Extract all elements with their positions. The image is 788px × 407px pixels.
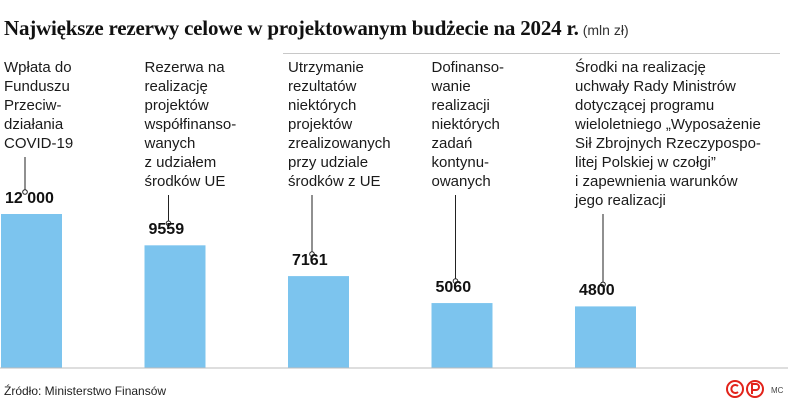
category-label-line: i zapewnienia warunków	[575, 173, 738, 190]
category-label-line: kontynu-	[431, 154, 490, 171]
leader-dot-3	[452, 278, 459, 284]
category-label-line: współfinanso-	[144, 116, 237, 133]
category-label-line: realizacji	[431, 97, 490, 114]
category-label-0: Wpłata do Funduszu Przeciw-działania COVID-…	[4, 58, 73, 153]
category-label-line: COVID-19	[4, 135, 74, 152]
unit-label: (mln zł)	[582, 22, 629, 38]
value-label-2: 7161	[292, 252, 328, 270]
leader-dot-1	[165, 220, 172, 227]
category-label-line: Utrzymanie	[288, 59, 364, 76]
category-label-line: z udziałem	[144, 154, 217, 171]
leader-lines-group	[22, 157, 606, 288]
category-label-line: wieloletniego „Wyposażenie	[575, 116, 761, 133]
category-label-line: Rezerwa na	[144, 59, 225, 76]
category-label-line: Funduszu	[4, 78, 70, 95]
bars-group	[1, 214, 636, 368]
chart-title: Największe rezerwy celowe w projektowany…	[4, 16, 629, 41]
category-label-line: jego realizacji	[575, 192, 666, 209]
chart-title-text: Największe rezerwy celowe w projektowany…	[4, 16, 579, 40]
category-label-line: Wpłata do	[4, 59, 72, 76]
category-label-line: realizację	[144, 78, 208, 95]
value-label-1: 9559	[148, 221, 185, 239]
value-label-0: 12 000	[5, 190, 54, 207]
category-label-line: Sił Zbrojnych Rzeczypospo-	[575, 135, 761, 152]
bar-2	[288, 276, 349, 368]
leader-dot-0	[22, 189, 28, 195]
category-label-line: Dofinanso-	[431, 59, 505, 76]
category-label-4: Środki na realizację uchwały Rady Ministr…	[575, 58, 761, 210]
category-label-line: Środki na realizację	[575, 59, 706, 76]
category-label-line: zrealizowanych	[288, 135, 391, 152]
category-label-line: przy udziale	[288, 154, 369, 171]
leader-dot-4	[600, 281, 606, 288]
category-label-line: dotyczącej programu	[575, 97, 715, 114]
category-label-line: niektórych	[431, 116, 500, 133]
category-label-line: środków z UE	[288, 173, 381, 190]
leader-dot-2	[309, 251, 315, 257]
category-label-line: wanych	[144, 135, 196, 152]
publisher-logo	[726, 380, 764, 398]
category-label-1: Rezerwa na realizację projektów współfinans…	[145, 58, 237, 191]
source-note: Źródło: Ministerstwo Finansów	[4, 384, 167, 398]
category-label-line: środków UE	[144, 173, 226, 190]
bar-3	[431, 303, 493, 368]
value-label-4: 4800	[579, 282, 615, 300]
category-label-line: zadań	[431, 135, 473, 152]
category-label-line: litej Polskiej w czołgi”	[575, 154, 716, 171]
category-label-line: projektów	[288, 116, 353, 133]
category-label-2: Utrzymanie rezultatów niektórych projektów z…	[288, 58, 391, 191]
author-credit: MC	[771, 386, 784, 395]
bar-4	[575, 306, 636, 368]
category-label-line: rezultatów	[288, 78, 357, 95]
category-label-line: wanie	[431, 78, 471, 95]
category-label-line: owanych	[431, 173, 491, 190]
category-label-line: projektów	[144, 97, 209, 114]
category-label-line: uchwały Rady Ministrów	[575, 78, 736, 95]
top-rule	[283, 53, 780, 54]
bar-0	[1, 214, 62, 368]
category-label-line: Przeciw-	[4, 97, 62, 114]
bar-1	[144, 245, 206, 368]
category-label-3: Dofinanso-wanie realizacji niektórych zadań…	[432, 58, 505, 191]
category-label-line: niektórych	[288, 97, 357, 114]
category-label-line: działania	[4, 116, 64, 133]
value-label-3: 5060	[435, 279, 472, 297]
